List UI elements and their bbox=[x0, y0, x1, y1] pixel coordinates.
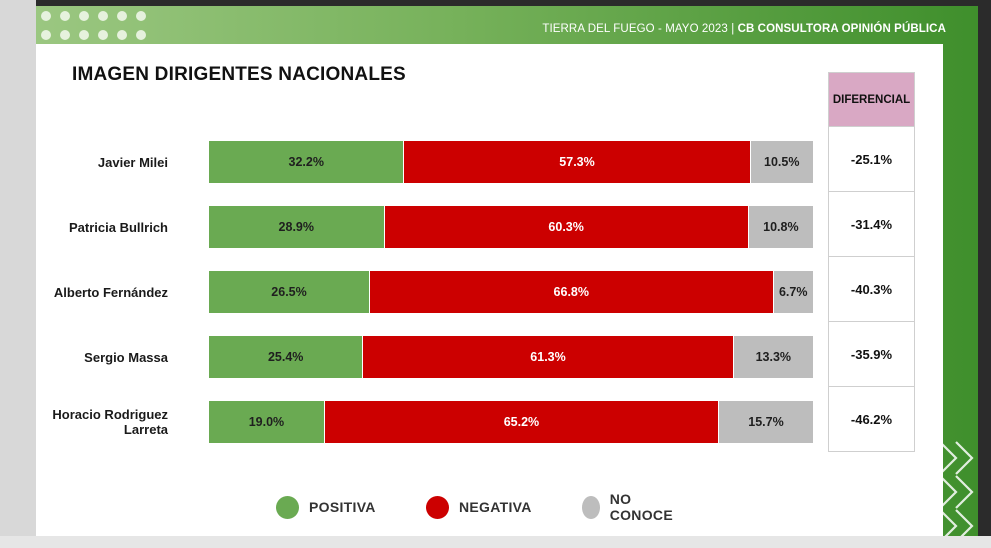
data-label: 28.9% bbox=[278, 220, 314, 234]
stacked-bar: 32.2% 57.3% 10.5% bbox=[209, 141, 813, 183]
row-label: Patricia Bullrich bbox=[69, 219, 168, 235]
data-label: 13.3% bbox=[755, 350, 792, 364]
data-label: 66.8% bbox=[553, 285, 589, 299]
differential-header: DIFERENCIAL bbox=[828, 72, 915, 127]
bar-segment-negativa: 60.3% bbox=[383, 206, 748, 248]
chart-title: IMAGEN DIRIGENTES NACIONALES bbox=[72, 64, 406, 85]
bar-segment-no-conoce: 6.7% bbox=[772, 271, 813, 313]
bar-segment-negativa: 65.2% bbox=[323, 401, 719, 443]
left-margin-strip bbox=[0, 0, 36, 548]
data-label: 26.5% bbox=[271, 285, 307, 299]
data-label: 65.2% bbox=[503, 415, 540, 429]
header-brand: CB CONSULTORA OPINIÓN PÚBLICA bbox=[737, 23, 946, 35]
stacked-bar: 28.9% 60.3% 10.8% bbox=[209, 206, 813, 248]
decorative-dot bbox=[60, 11, 70, 21]
slide: TIERRA DEL FUEGO - MAYO 2023 | CB CONSUL… bbox=[36, 6, 978, 536]
legend-label: NEGATIVA bbox=[459, 499, 532, 515]
bar-segment-no-conoce: 10.8% bbox=[747, 206, 813, 248]
stacked-bar: 26.5% 66.8% 6.7% bbox=[209, 271, 813, 313]
decorative-dot bbox=[41, 30, 51, 40]
data-label: 25.4% bbox=[267, 350, 304, 364]
row-label: Alberto Fernández bbox=[53, 284, 168, 300]
stacked-bar: 25.4% 61.3% 13.3% bbox=[209, 336, 813, 378]
decorative-dot bbox=[136, 11, 146, 21]
decorative-dot bbox=[136, 30, 146, 40]
decorative-dot bbox=[41, 11, 51, 21]
legend-swatch bbox=[582, 495, 600, 519]
legend-item: NEGATIVA bbox=[426, 494, 532, 520]
bar-segment-no-conoce: 13.3% bbox=[732, 336, 813, 378]
data-label: 19.0% bbox=[248, 415, 285, 429]
data-label: 15.7% bbox=[748, 415, 784, 429]
decorative-dot bbox=[98, 11, 108, 21]
slide-header: TIERRA DEL FUEGO - MAYO 2023 | CB CONSUL… bbox=[542, 23, 946, 35]
decorative-dot bbox=[117, 11, 127, 21]
legend-label: NO CONOCE bbox=[609, 491, 673, 523]
bar-segment-no-conoce: 15.7% bbox=[718, 401, 813, 443]
legend-swatch bbox=[426, 495, 449, 519]
bottom-margin-strip bbox=[0, 536, 991, 548]
decorative-dot bbox=[60, 30, 70, 40]
chart-panel: IMAGEN DIRIGENTES NACIONALES Javier Mile… bbox=[36, 44, 943, 536]
bar-segment-positiva: 28.9% bbox=[209, 206, 384, 248]
row-label: Javier Milei bbox=[97, 154, 168, 170]
bar-segment-negativa: 66.8% bbox=[369, 271, 773, 313]
legend-item: POSITIVA bbox=[276, 494, 376, 520]
decorative-dot bbox=[79, 30, 89, 40]
header-location-date: TIERRA DEL FUEGO - MAYO 2023 | bbox=[542, 23, 735, 35]
data-label: 10.5% bbox=[764, 155, 800, 169]
bar-segment-negativa: 57.3% bbox=[403, 141, 750, 183]
data-label: 6.7% bbox=[778, 285, 808, 299]
bar-segment-positiva: 25.4% bbox=[209, 336, 363, 378]
bar-segment-positiva: 32.2% bbox=[209, 141, 404, 183]
data-label: 57.3% bbox=[559, 155, 595, 169]
bar-segment-no-conoce: 10.5% bbox=[749, 141, 813, 183]
differential-value: -25.1% bbox=[828, 127, 915, 192]
row-label: Sergio Massa bbox=[84, 349, 168, 365]
decorative-dot bbox=[117, 30, 127, 40]
legend-swatch bbox=[276, 495, 299, 519]
differential-value: -46.2% bbox=[828, 387, 915, 452]
decorative-dot bbox=[98, 30, 108, 40]
differential-value: -31.4% bbox=[828, 192, 915, 257]
bar-segment-negativa: 61.3% bbox=[362, 336, 733, 378]
row-label: Horacio Rodriguez Larreta bbox=[52, 407, 168, 437]
data-label: 10.8% bbox=[763, 220, 799, 234]
differential-value: -35.9% bbox=[828, 322, 915, 387]
bar-segment-positiva: 26.5% bbox=[209, 271, 370, 313]
data-label: 61.3% bbox=[530, 350, 566, 364]
decorative-chevrons-icon bbox=[923, 441, 974, 536]
stacked-bar: 19.0% 65.2% 15.7% bbox=[209, 401, 813, 443]
differential-value: -40.3% bbox=[828, 257, 915, 322]
bar-segment-positiva: 19.0% bbox=[209, 401, 324, 443]
data-label: 32.2% bbox=[288, 155, 324, 169]
legend-item: NO CONOCE bbox=[582, 491, 678, 523]
legend-label: POSITIVA bbox=[309, 499, 376, 515]
data-label: 60.3% bbox=[548, 220, 584, 234]
decorative-dot bbox=[79, 11, 89, 21]
differential-column: DIFERENCIAL -25.1% -31.4% -40.3% -35.9% -46.… bbox=[828, 72, 915, 452]
